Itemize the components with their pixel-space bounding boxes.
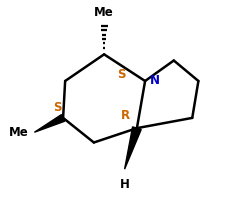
Polygon shape	[34, 115, 65, 133]
Text: S: S	[54, 101, 62, 114]
Text: R: R	[120, 109, 130, 122]
Text: Me: Me	[8, 125, 28, 138]
Text: Me: Me	[94, 6, 114, 19]
Text: H: H	[120, 177, 130, 190]
Polygon shape	[125, 127, 141, 169]
Text: N: N	[150, 74, 160, 87]
Text: S: S	[117, 68, 126, 81]
